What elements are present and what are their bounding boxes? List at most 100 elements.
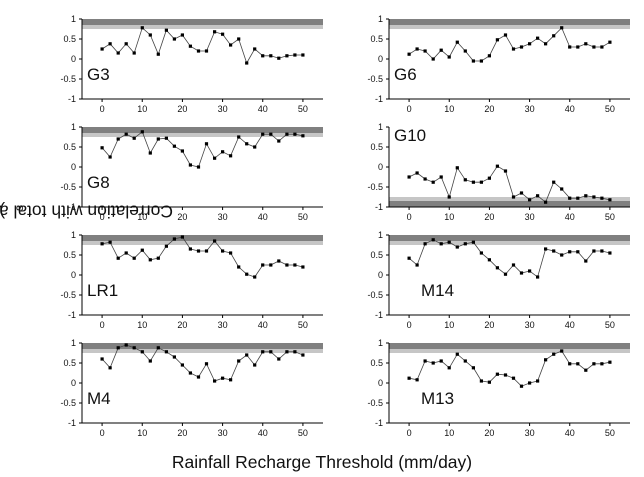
data-point: [528, 381, 532, 385]
data-point: [503, 272, 508, 276]
data-point: [560, 187, 564, 191]
data-point: [511, 195, 516, 199]
data-point: [253, 363, 257, 367]
x-tick-label: 0: [100, 320, 105, 330]
y-tick-label: -1: [68, 310, 76, 320]
y-tick-label: -1: [68, 94, 76, 104]
data-point: [423, 242, 427, 246]
data-point: [229, 43, 233, 47]
data-point: [495, 266, 499, 270]
x-tick-label: 20: [177, 212, 187, 222]
data-point: [439, 359, 443, 363]
x-tick-label: 30: [525, 428, 535, 438]
data-point: [301, 134, 305, 138]
data-point: [455, 245, 459, 249]
panel-label: G6: [394, 65, 417, 84]
data-point: [293, 350, 297, 354]
panel-label: G3: [87, 65, 110, 84]
data-point: [584, 42, 588, 46]
data-point: [471, 180, 475, 184]
data-point: [277, 56, 281, 60]
data-point: [164, 350, 168, 354]
data-point: [196, 165, 201, 169]
y-tick-label: 0.5: [370, 142, 383, 152]
data-point: [245, 61, 249, 65]
data-point: [487, 380, 491, 384]
data-point: [455, 166, 459, 170]
data-point: [269, 54, 273, 58]
data-point: [124, 132, 128, 136]
y-tick-label: 0: [378, 270, 383, 280]
data-point: [487, 176, 491, 180]
data-point: [576, 250, 580, 254]
x-tick-label: 20: [484, 212, 494, 222]
y-tick-label: 0: [378, 162, 383, 172]
x-tick-label: 20: [484, 428, 494, 438]
x-tick-label: 20: [484, 320, 494, 330]
data-point: [576, 45, 580, 49]
y-tick-label: 1: [71, 14, 76, 24]
data-point: [140, 350, 144, 354]
data-point: [503, 169, 508, 173]
data-point: [423, 49, 427, 53]
data-point: [285, 54, 289, 58]
data-point: [156, 52, 160, 56]
data-point: [431, 180, 435, 184]
panel-label: LR1: [87, 281, 118, 300]
data-point: [156, 137, 160, 141]
data-point: [180, 363, 184, 367]
data-point: [204, 362, 209, 366]
data-point: [124, 251, 128, 255]
data-point: [592, 45, 596, 49]
data-point: [544, 42, 548, 46]
data-point: [431, 238, 435, 242]
data-point: [471, 366, 475, 370]
data-point: [188, 247, 192, 251]
x-tick-label: 0: [407, 320, 412, 330]
data-point: [213, 379, 217, 383]
data-point: [213, 30, 217, 34]
panel-label: G10: [394, 126, 426, 145]
y-tick-label: -1: [375, 202, 383, 212]
y-tick-label: 1: [378, 14, 383, 24]
data-point: [544, 358, 548, 362]
data-point: [172, 355, 176, 359]
data-point: [285, 350, 289, 354]
data-point: [221, 249, 225, 253]
y-tick-label: -0.5: [60, 74, 76, 84]
data-point: [293, 53, 297, 57]
data-point: [463, 49, 467, 53]
data-point: [447, 366, 451, 370]
data-point: [156, 256, 160, 260]
y-tick-label: -0.5: [60, 182, 76, 192]
data-point: [455, 40, 459, 44]
x-tick-label: 20: [177, 104, 187, 114]
threshold-band-dark: [389, 19, 630, 25]
x-tick-label: 10: [444, 428, 454, 438]
data-point: [519, 384, 524, 388]
data-point: [253, 47, 257, 51]
data-point: [164, 136, 168, 140]
series-line: [101, 27, 303, 64]
data-point: [511, 47, 516, 51]
threshold-band-dark: [389, 235, 630, 241]
data-point: [608, 360, 612, 364]
data-point: [407, 376, 411, 380]
data-point: [415, 171, 419, 175]
data-point: [213, 239, 217, 243]
data-point: [415, 378, 419, 382]
x-tick-label: 20: [177, 320, 187, 330]
data-point: [592, 249, 596, 253]
y-tick-label: 0.5: [370, 34, 383, 44]
y-tick-label: -0.5: [60, 398, 76, 408]
x-tick-label: 20: [177, 428, 187, 438]
data-point: [479, 379, 483, 383]
data-point: [560, 26, 564, 30]
data-point: [415, 47, 419, 51]
x-tick-label: 40: [258, 104, 268, 114]
data-point: [293, 263, 297, 267]
data-point: [423, 177, 427, 181]
data-point: [108, 42, 112, 46]
